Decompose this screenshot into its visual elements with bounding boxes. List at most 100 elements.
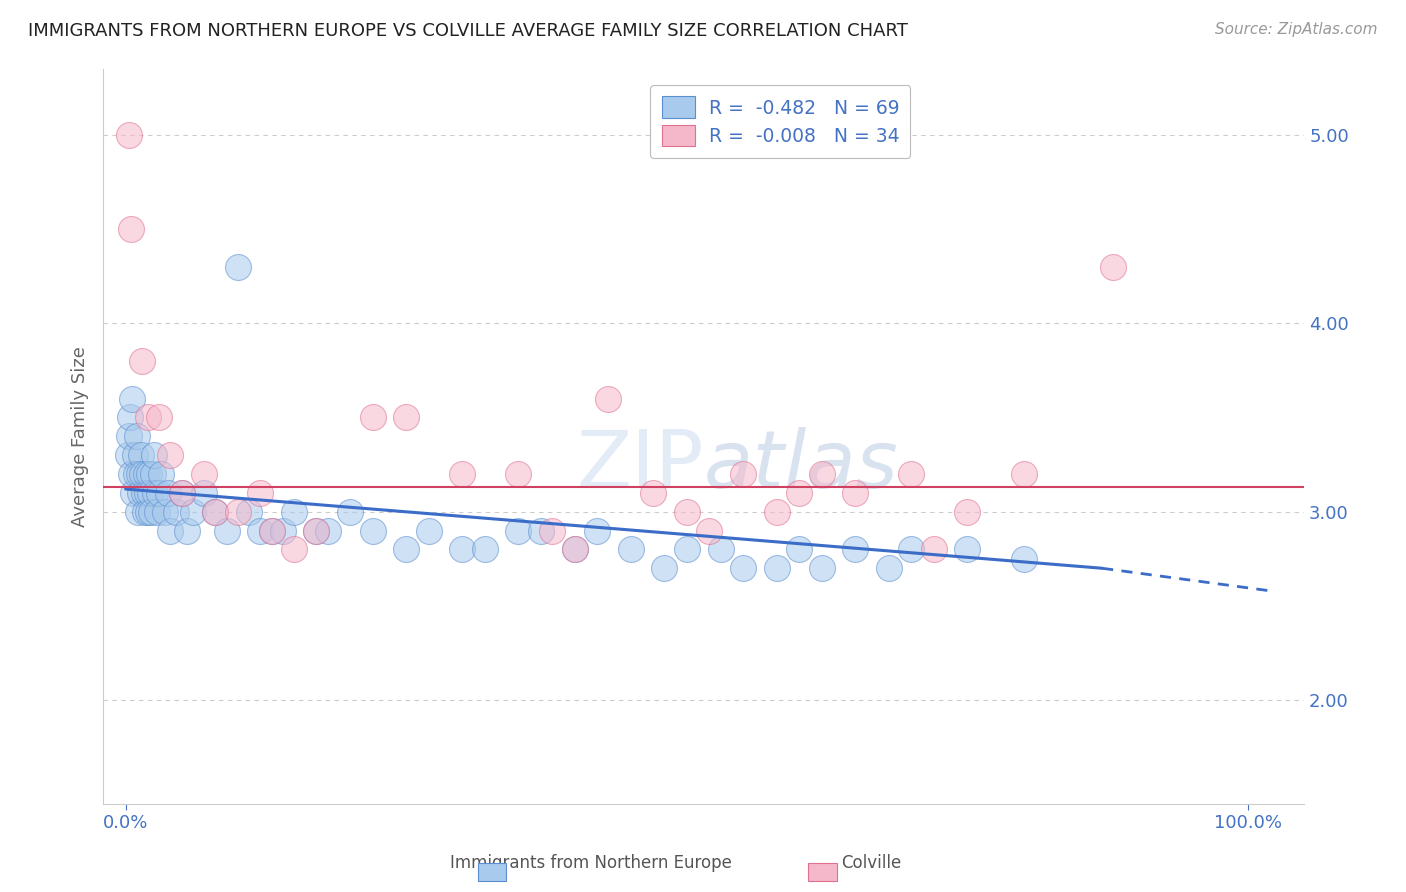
- Point: [787, 485, 810, 500]
- Legend: R =  -0.482   N = 69, R =  -0.008   N = 34: R = -0.482 N = 69, R = -0.008 N = 34: [651, 86, 911, 158]
- Point: [136, 505, 159, 519]
- Point: [204, 505, 226, 519]
- Point: [122, 485, 145, 500]
- Point: [418, 524, 440, 538]
- Point: [135, 485, 157, 500]
- Point: [643, 485, 665, 500]
- Point: [141, 505, 163, 519]
- Point: [731, 561, 754, 575]
- Point: [226, 505, 249, 519]
- Point: [131, 354, 153, 368]
- Point: [339, 505, 361, 519]
- Point: [260, 524, 283, 538]
- Point: [564, 542, 586, 557]
- Point: [153, 505, 176, 519]
- Text: Source: ZipAtlas.com: Source: ZipAtlas.com: [1215, 22, 1378, 37]
- Point: [157, 485, 180, 500]
- Point: [120, 467, 142, 481]
- Point: [956, 505, 979, 519]
- Point: [117, 448, 139, 462]
- Point: [260, 524, 283, 538]
- Point: [765, 505, 787, 519]
- Point: [361, 410, 384, 425]
- Point: [249, 485, 271, 500]
- Point: [922, 542, 945, 557]
- Point: [148, 410, 170, 425]
- Point: [508, 467, 530, 481]
- Point: [474, 542, 496, 557]
- Point: [810, 467, 832, 481]
- Point: [136, 410, 159, 425]
- Point: [134, 505, 156, 519]
- Text: Colville: Colville: [842, 855, 901, 872]
- Point: [135, 467, 157, 481]
- Text: atlas: atlas: [703, 426, 898, 505]
- Point: [395, 410, 418, 425]
- Point: [620, 542, 643, 557]
- Point: [395, 542, 418, 557]
- Point: [316, 524, 339, 538]
- Point: [141, 467, 163, 481]
- Point: [176, 524, 198, 538]
- Point: [146, 505, 169, 519]
- Point: [844, 485, 866, 500]
- Text: IMMIGRANTS FROM NORTHERN EUROPE VS COLVILLE AVERAGE FAMILY SIZE CORRELATION CHAR: IMMIGRANTS FROM NORTHERN EUROPE VS COLVI…: [28, 22, 908, 40]
- Point: [118, 429, 141, 443]
- Point: [131, 467, 153, 481]
- Point: [361, 524, 384, 538]
- Point: [120, 410, 142, 425]
- Point: [697, 524, 720, 538]
- Point: [193, 485, 215, 500]
- Point: [956, 542, 979, 557]
- Point: [215, 524, 238, 538]
- Point: [142, 448, 165, 462]
- Point: [204, 505, 226, 519]
- Point: [170, 485, 193, 500]
- Point: [654, 561, 676, 575]
- Point: [1012, 467, 1035, 481]
- Point: [709, 542, 731, 557]
- Point: [900, 467, 922, 481]
- Point: [118, 128, 141, 142]
- Point: [129, 485, 152, 500]
- Point: [132, 485, 155, 500]
- Point: [150, 467, 173, 481]
- Point: [731, 467, 754, 481]
- Point: [226, 260, 249, 274]
- Point: [530, 524, 553, 538]
- Point: [900, 542, 922, 557]
- Point: [305, 524, 328, 538]
- Point: [121, 392, 143, 406]
- Point: [1012, 551, 1035, 566]
- Point: [787, 542, 810, 557]
- Point: [124, 448, 146, 462]
- Point: [181, 505, 204, 519]
- Point: [165, 505, 187, 519]
- Point: [676, 542, 699, 557]
- Point: [305, 524, 328, 538]
- Point: [877, 561, 900, 575]
- Point: [1102, 260, 1125, 274]
- Point: [844, 542, 866, 557]
- Point: [138, 467, 160, 481]
- Point: [120, 222, 142, 236]
- Point: [271, 524, 294, 538]
- Point: [159, 524, 181, 538]
- Point: [170, 485, 193, 500]
- Text: Immigrants from Northern Europe: Immigrants from Northern Europe: [450, 855, 731, 872]
- Point: [159, 448, 181, 462]
- Y-axis label: Average Family Size: Average Family Size: [72, 346, 89, 526]
- Point: [676, 505, 699, 519]
- Point: [128, 467, 150, 481]
- Point: [125, 429, 148, 443]
- Point: [249, 524, 271, 538]
- Point: [143, 485, 166, 500]
- Point: [283, 505, 305, 519]
- Text: ZIP: ZIP: [576, 426, 703, 505]
- Point: [127, 505, 149, 519]
- Point: [238, 505, 260, 519]
- Point: [810, 561, 832, 575]
- Point: [451, 467, 474, 481]
- Point: [765, 561, 787, 575]
- Point: [139, 485, 162, 500]
